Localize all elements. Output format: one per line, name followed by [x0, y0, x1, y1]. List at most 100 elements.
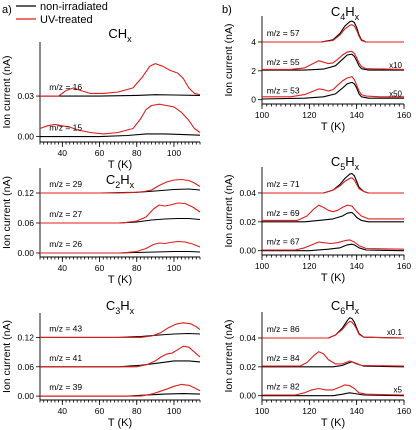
x-tick-label: 160	[397, 406, 411, 416]
y-tick-label: 0.04	[239, 188, 256, 198]
trace-label: m/z = 55	[267, 57, 300, 67]
chart-title: C2Hx	[106, 172, 135, 190]
trace-label: m/z = 41	[49, 353, 82, 363]
y-tick-label: 0.06	[17, 362, 34, 372]
trace-label: m/z = 26	[49, 239, 82, 249]
x-tick-label: 160	[397, 261, 411, 271]
trace-label: m/z = 86	[267, 324, 300, 334]
series-non-irradiated-line	[40, 332, 201, 338]
y-tick-label: 0.00	[239, 391, 256, 401]
trace-label: m/z = 27	[49, 209, 82, 219]
series-non-irradiated-line	[262, 211, 404, 223]
x-axis-label: T (K)	[321, 121, 345, 133]
series-uv-treated-line	[262, 320, 405, 339]
series-uv-treated-line	[40, 383, 201, 397]
series-uv-treated-line	[262, 177, 404, 194]
x-axis-label: T (K)	[108, 159, 132, 171]
series-uv-treated-line	[262, 351, 405, 367]
trace-scale-note: x50	[389, 90, 402, 99]
chart-panel-6: 100 120 140 160 T (K) 0.00 0.02 0.04 Ion current…	[223, 298, 411, 429]
series-uv-treated-line	[262, 384, 405, 396]
chart-panel-1: 40 60 80 100 T (K) 0.00 0.03 Ion current (nA) CH…	[1, 26, 201, 171]
series-uv-treated-line	[40, 345, 201, 368]
series-uv-treated-line	[262, 239, 405, 251]
trace-label: m/z = 29	[49, 179, 82, 189]
y-tick-label: 0	[251, 95, 256, 105]
x-tick-label: 60	[95, 263, 105, 273]
x-axis-label: T (K)	[108, 274, 132, 286]
x-tick-label: 80	[132, 406, 142, 416]
chart-title: C5Hx	[331, 154, 360, 172]
x-tick-label: 120	[302, 110, 316, 120]
chart-panel-2: 40 60 80 100 T (K) 0.00 0.06 0.12 Ion current (n…	[1, 168, 201, 286]
x-tick-label: 140	[350, 261, 364, 271]
y-axis-label: Ion current (nA)	[1, 56, 13, 129]
chart-panel-5: 100 120 140 160 T (K) 0.00 0.02 0.04 Ion current…	[223, 154, 411, 284]
x-axis-label: T (K)	[108, 417, 132, 429]
trace-label: m/z = 71	[267, 179, 300, 189]
chart-panel-3: 40 60 80 100 T (K) 0.00 0.06 0.12 Ion current (n…	[1, 298, 201, 429]
x-tick-label: 100	[255, 406, 269, 416]
series-uv-treated-line	[262, 24, 404, 43]
x-tick-label: 100	[255, 110, 269, 120]
trace-label: m/z = 53	[267, 86, 300, 96]
x-tick-label: 40	[58, 148, 68, 158]
trace-scale-note: x10	[389, 61, 402, 70]
y-tick-label: 2	[251, 66, 256, 76]
trace-label: m/z = 84	[267, 353, 300, 363]
x-axis-label: T (K)	[321, 417, 345, 429]
x-tick-label: 100	[255, 261, 269, 271]
x-tick-label: 120	[302, 261, 316, 271]
panel-label-a: a)	[2, 4, 12, 16]
series-uv-treated-line	[262, 204, 404, 221]
trace-label: m/z = 69	[267, 208, 300, 218]
x-tick-label: 80	[132, 263, 142, 273]
series-non-irradiated-line	[40, 217, 201, 224]
series-uv-treated-line	[40, 202, 201, 224]
chart-title: C3Hx	[106, 298, 135, 316]
x-tick-label: 140	[350, 406, 364, 416]
y-tick-label: 0.00	[17, 248, 34, 258]
trace-scale-note: x0.1	[387, 328, 403, 337]
trace-label: m/z = 67	[267, 237, 300, 247]
y-tick-label: 0.02	[239, 217, 256, 227]
series-non-irradiated-line	[262, 392, 405, 397]
legend-label-uv-treated: UV-treated	[40, 14, 93, 26]
x-tick-label: 40	[58, 263, 68, 273]
x-tick-label: 140	[350, 110, 364, 120]
x-tick-label: 100	[167, 406, 181, 416]
y-axis-label: Ion current (nA)	[223, 320, 235, 393]
y-tick-label: 0.04	[239, 333, 256, 343]
trace-label: m/z = 43	[49, 323, 82, 333]
y-tick-label: 0.00	[239, 246, 256, 256]
x-tick-label: 100	[167, 263, 181, 273]
y-axis-label: Ion current (nA)	[223, 24, 235, 97]
y-tick-label: 0.12	[17, 332, 34, 342]
trace-label: m/z = 39	[49, 382, 82, 392]
panel-label-b: b)	[222, 4, 232, 16]
x-tick-label: 120	[302, 406, 316, 416]
chart-panel-4: 100 120 140 160 T (K) 0 2 4 Ion current (nA) C4Hx…	[223, 4, 411, 133]
x-tick-label: 40	[58, 406, 68, 416]
y-axis-label: Ion current (nA)	[1, 176, 13, 249]
trace-label: m/z = 57	[267, 28, 300, 38]
chart-title: C4Hx	[331, 4, 360, 22]
y-axis-label: Ion current (nA)	[1, 320, 13, 393]
series-non-irradiated-line	[262, 243, 405, 252]
trace-label: m/z = 82	[267, 382, 300, 392]
y-tick-label: 0.02	[239, 362, 256, 372]
y-tick-label: 0.06	[17, 218, 34, 228]
legend-label-non-irradiated: non-irradiated	[40, 1, 108, 13]
chart-title: CHx	[108, 26, 132, 44]
x-tick-label: 80	[132, 148, 142, 158]
legend: non-irradiated UV-treated	[16, 1, 108, 26]
trace-scale-note: x5	[394, 386, 403, 395]
trace-label: m/z = 16	[49, 82, 82, 92]
series-uv-treated-line	[262, 50, 405, 70]
series-non-irradiated-line	[40, 133, 201, 138]
chart-title: C6Hx	[331, 298, 360, 316]
y-tick-label: 0.03	[17, 91, 34, 101]
x-tick-label: 60	[95, 406, 105, 416]
x-tick-label: 100	[167, 148, 181, 158]
x-tick-label: 60	[95, 148, 105, 158]
